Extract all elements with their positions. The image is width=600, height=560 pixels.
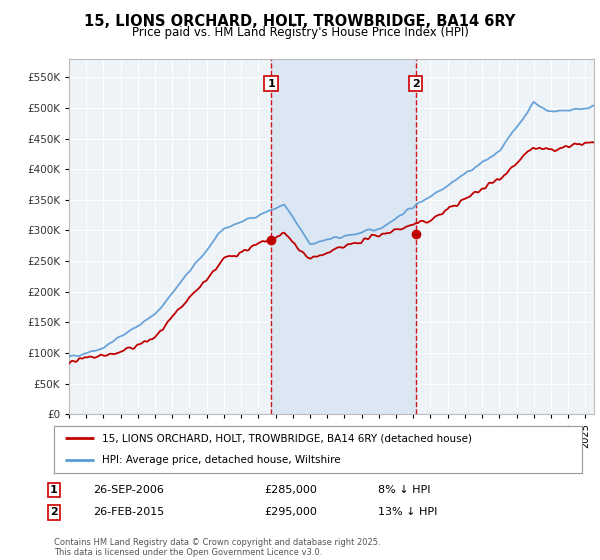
Text: 15, LIONS ORCHARD, HOLT, TROWBRIDGE, BA14 6RY: 15, LIONS ORCHARD, HOLT, TROWBRIDGE, BA1… — [85, 14, 515, 29]
Text: 2: 2 — [412, 79, 420, 88]
Text: £285,000: £285,000 — [264, 485, 317, 495]
Text: Contains HM Land Registry data © Crown copyright and database right 2025.
This d: Contains HM Land Registry data © Crown c… — [54, 538, 380, 557]
Bar — [271, 59, 416, 414]
Text: 8% ↓ HPI: 8% ↓ HPI — [378, 485, 431, 495]
Text: 13% ↓ HPI: 13% ↓ HPI — [378, 507, 437, 517]
Text: £295,000: £295,000 — [264, 507, 317, 517]
Text: 1: 1 — [267, 79, 275, 88]
Text: 15, LIONS ORCHARD, HOLT, TROWBRIDGE, BA14 6RY (detached house): 15, LIONS ORCHARD, HOLT, TROWBRIDGE, BA1… — [101, 433, 472, 444]
Text: HPI: Average price, detached house, Wiltshire: HPI: Average price, detached house, Wilt… — [101, 455, 340, 465]
Text: 26-FEB-2015: 26-FEB-2015 — [93, 507, 164, 517]
Text: 26-SEP-2006: 26-SEP-2006 — [93, 485, 164, 495]
Text: 2: 2 — [50, 507, 58, 517]
Text: Price paid vs. HM Land Registry's House Price Index (HPI): Price paid vs. HM Land Registry's House … — [131, 26, 469, 39]
Text: 1: 1 — [50, 485, 58, 495]
